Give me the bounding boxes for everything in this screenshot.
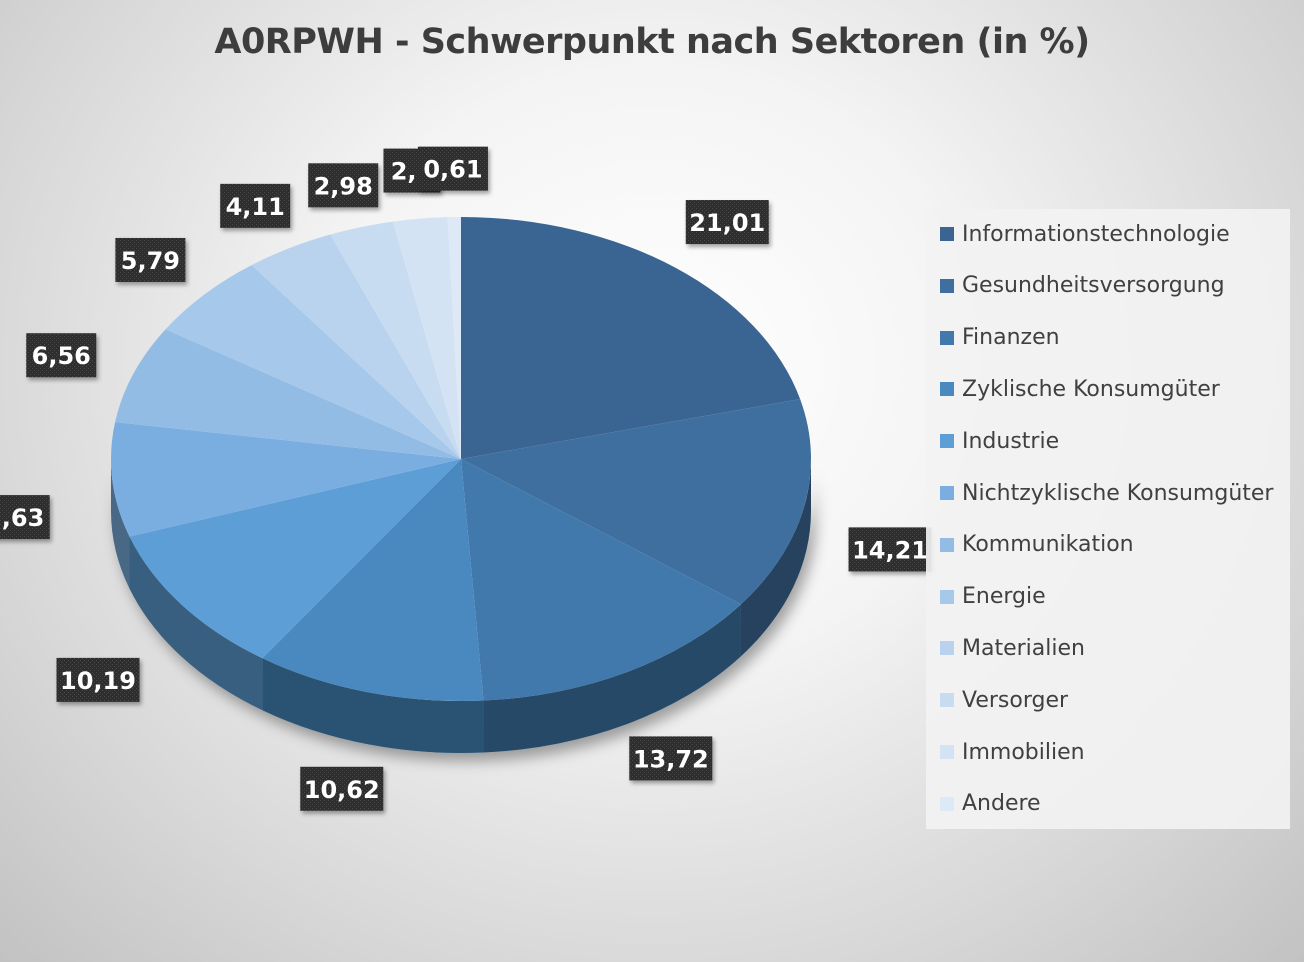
pie-slice-nichtzyklische-konsumgueter (111, 422, 462, 537)
legend-label: Gesundheitsversorgung (962, 273, 1225, 299)
data-label-finanzen: 13,72 (629, 736, 713, 781)
data-label-text: 0,61 (423, 156, 482, 184)
legend-label: Zyklische Konsumgüter (962, 376, 1220, 402)
pie-depth (111, 459, 811, 754)
legend-swatch (940, 745, 954, 759)
legend-label: Industrie (962, 428, 1060, 454)
pie-side-gesundheitsversorgung (740, 459, 811, 657)
legend-item-kommunikation: Kommunikation (940, 530, 1134, 560)
data-label-text: 21,01 (689, 209, 765, 237)
legend-swatch (940, 278, 954, 293)
legend-item-finanzen: Finanzen (940, 323, 1060, 353)
data-label-versorger: 2,98 (308, 163, 379, 208)
data-label-text: 10,62 (304, 776, 380, 804)
pie-slice-versorger (330, 221, 461, 459)
data-label-zyklische-konsumgueter: 10,62 (300, 766, 384, 811)
legend-item-materialien: Materialien (940, 633, 1085, 663)
pie-side-industrie (129, 536, 263, 711)
pie-slice-immobilien (392, 217, 461, 459)
data-label-industrie: 10,19 (56, 657, 140, 702)
legend-label: Informationstechnologie (962, 221, 1230, 247)
legend-item-nichtzyklische-konsumgueter: Nichtzyklische Konsumgüter (940, 478, 1273, 508)
data-label-gesundheitsversorgung: 14,21 (848, 527, 932, 572)
pie-top (111, 217, 811, 701)
legend-swatch (940, 434, 954, 449)
legend-swatch (940, 796, 954, 811)
chart-title: A0RPWH - Schwerpunkt nach Sektoren (in %… (214, 22, 1090, 62)
legend-swatch (940, 693, 954, 708)
pie-side-zyklische-konsumgueter (262, 658, 484, 754)
legend-label: Finanzen (962, 325, 1060, 351)
pie-slice-materialien (251, 234, 461, 459)
legend-item-energie: Energie (940, 582, 1046, 612)
data-label-nichtzyklische-konsumgueter: 7,63 (0, 495, 50, 540)
legend-swatch (940, 330, 954, 345)
legend-item-industrie: Industrie (940, 426, 1059, 456)
legend: Informationstechnologie Gesundheitsversor… (926, 209, 1290, 829)
data-label-text: 14,21 (852, 536, 928, 564)
data-label-text: 10,19 (60, 667, 136, 695)
legend-swatch (940, 382, 954, 397)
legend-swatch (940, 227, 954, 241)
legend-swatch (940, 537, 954, 552)
legend-item-zyklische-konsumgueter: Zyklische Konsumgüter (940, 374, 1220, 404)
legend-label: Versorger (962, 687, 1069, 713)
pie-side-nichtzyklische-konsumgueter (111, 459, 130, 589)
legend-swatch (940, 486, 954, 500)
data-labels: 21,01 14,21 13,72 10,62 10,19 7,63 6,56 5,79 4,1… (0, 146, 932, 811)
pie-slice-energie (165, 265, 461, 459)
pie-slice-zyklische-konsumgueter (262, 459, 484, 701)
legend-swatch (940, 641, 954, 656)
legend-item-versorger: Versorger (940, 685, 1068, 715)
legend-item-andere: Andere (940, 789, 1041, 819)
pie-slice-andere (447, 217, 461, 459)
pie-side-finanzen (483, 604, 741, 753)
legend-label: Kommunikation (962, 532, 1134, 558)
pie-slice-finanzen (461, 459, 741, 701)
legend-label: Immobilien (962, 739, 1085, 765)
legend-label: Andere (962, 791, 1041, 817)
pie-slice-kommunikation (115, 329, 461, 459)
data-label-text: 2,98 (314, 172, 373, 200)
legend-label: Nichtzyklische Konsumgüter (962, 480, 1274, 506)
legend-item-immobilien: Immobilien (940, 737, 1085, 767)
data-label-text: 7,63 (0, 504, 44, 532)
data-label-informationstechnologie: 21,01 (685, 200, 769, 245)
legend-swatch (940, 589, 954, 604)
legend-item-gesundheitsversorgung: Gesundheitsversorgung (940, 271, 1225, 301)
data-label-text: 13,72 (633, 745, 709, 773)
data-label-andere: 0,61 (417, 146, 488, 191)
data-label-materialien: 4,11 (220, 183, 291, 228)
pie-slice-informationstechnologie (461, 217, 801, 459)
data-label-text: 6,56 (32, 342, 91, 370)
pie-slice-industrie (129, 459, 461, 659)
legend-label: Energie (962, 584, 1046, 610)
data-label-text: 5,79 (121, 247, 180, 275)
pie-slice-gesundheitsversorgung (461, 399, 811, 605)
legend-label: Materialien (962, 635, 1085, 661)
data-label-energie: 5,79 (115, 237, 186, 282)
data-label-text: 4,11 (226, 193, 285, 221)
legend-item-informationstechnologie: Informationstechnologie (940, 219, 1230, 249)
data-label-kommunikation: 6,56 (26, 333, 97, 378)
